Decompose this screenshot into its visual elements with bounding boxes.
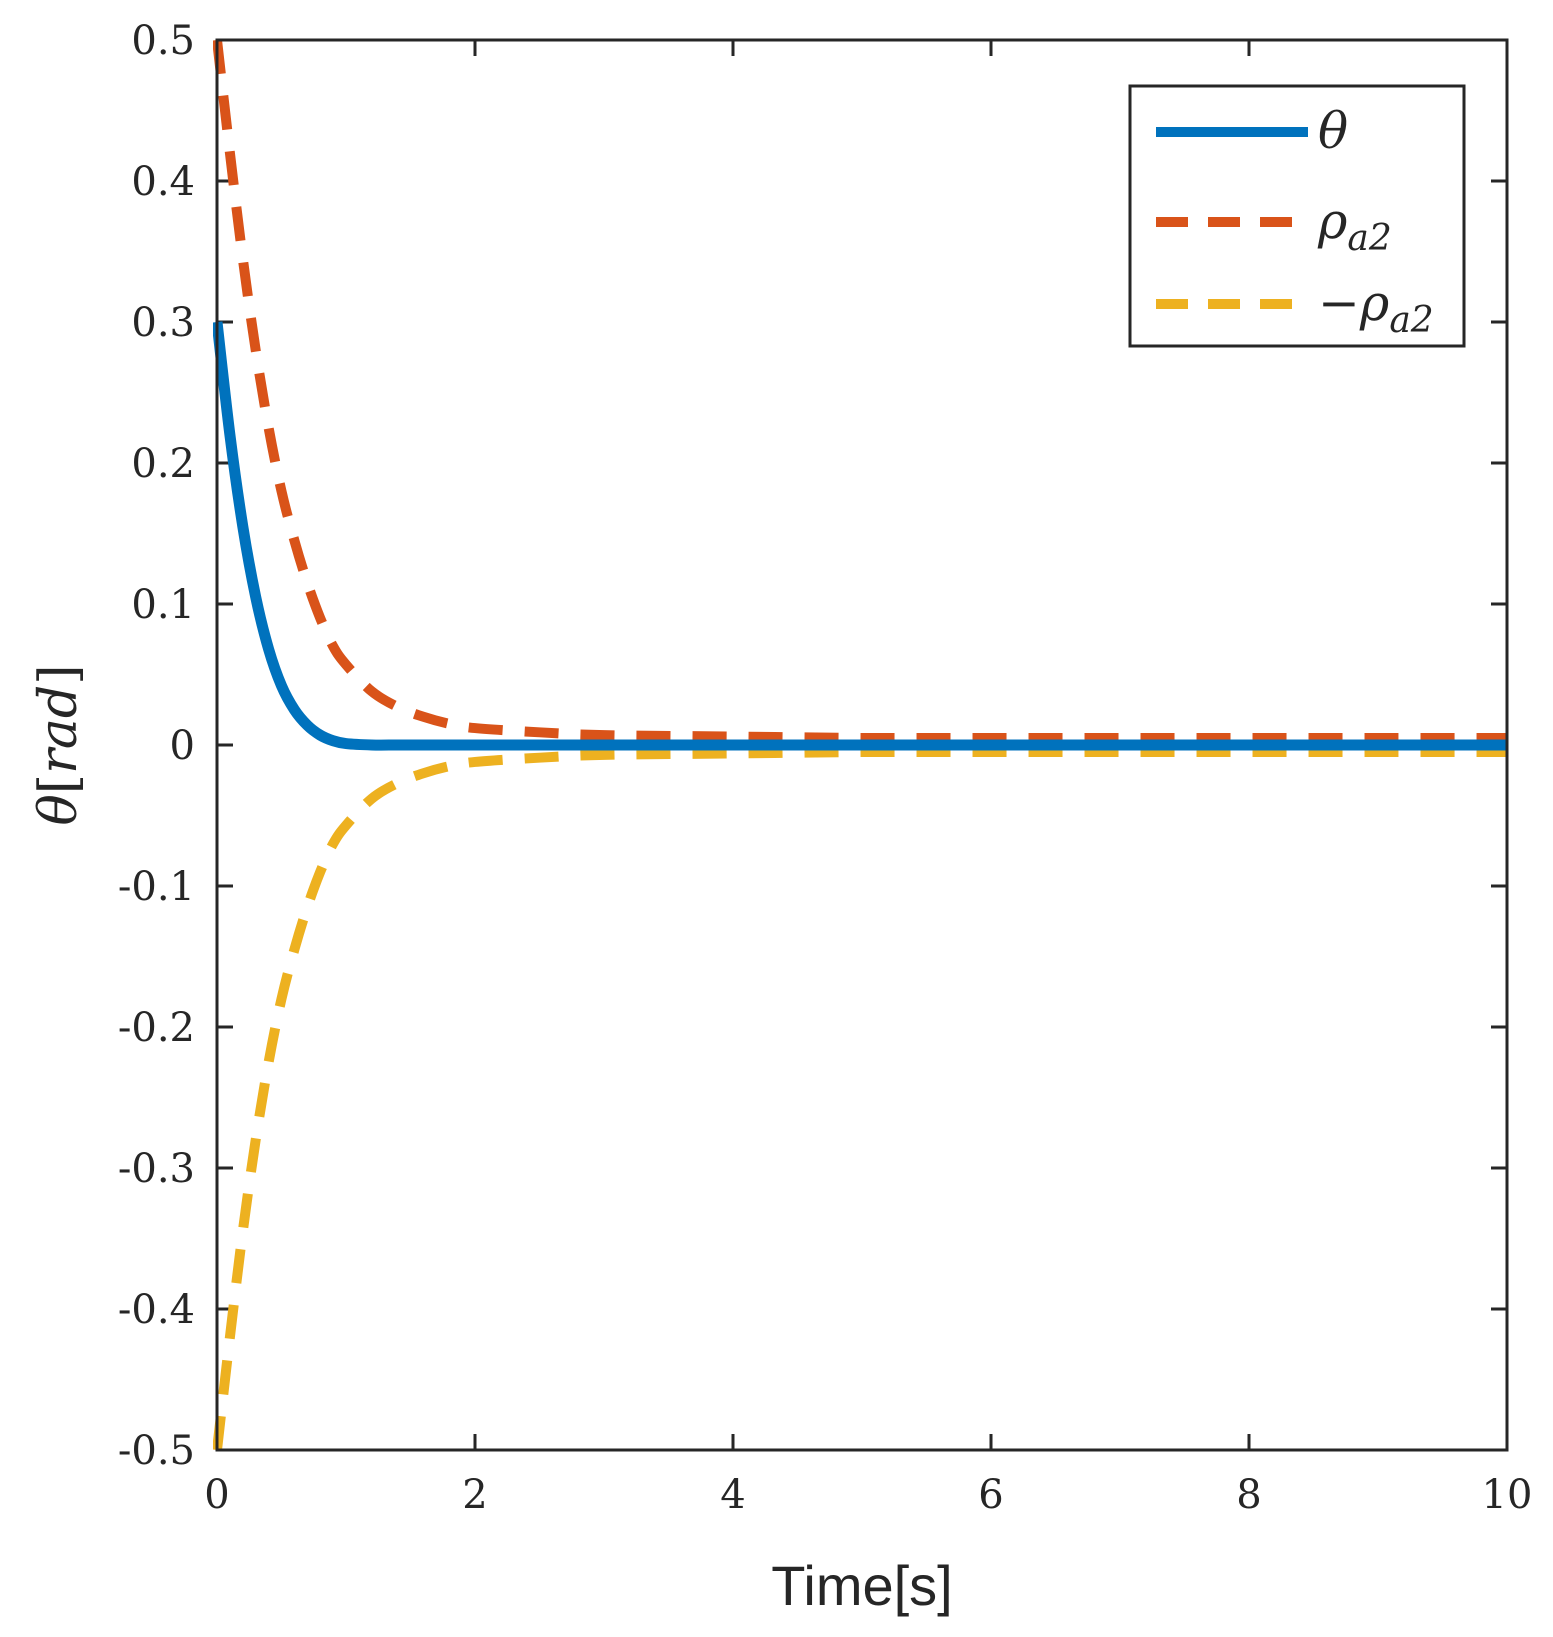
y-axis-open-bracket: [ (29, 774, 89, 794)
x-tick-label: 4 (720, 1472, 745, 1518)
legend-symbol: ρ (1317, 192, 1348, 250)
legend-symbol: θ (1318, 102, 1348, 160)
x-tick-label: 8 (1236, 1472, 1261, 1518)
legend-label: −ρa2 (1318, 274, 1434, 341)
legend-subscript: a2 (1347, 218, 1391, 259)
legend-prefix: − (1318, 274, 1360, 332)
y-axis-unit: rad (29, 685, 89, 774)
x-axis-title: Time[s] (771, 1554, 952, 1617)
legend-subscript: a2 (1389, 300, 1433, 341)
x-tick-label: 10 (1482, 1472, 1533, 1518)
y-axis-title: θ[rad] (29, 664, 89, 825)
y-tick-label: -0.1 (118, 864, 195, 910)
y-axis-close-bracket: ] (29, 664, 89, 684)
y-tick-label: 0.4 (131, 159, 195, 205)
y-tick-label: 0.5 (131, 18, 195, 64)
series-layer (213, 40, 1507, 1450)
y-tick-label: 0 (170, 723, 195, 769)
legend-symbol: ρ (1359, 274, 1390, 332)
tick-labels: 0 2 4 6 8 10 0.5 0.4 0.3 0.2 0.1 0 -0.1 -0.2 -0.3 -0.4 -… (118, 18, 1533, 1518)
series-line-neg-rho-a2 (213, 746, 1507, 1450)
x-tick-label: 0 (204, 1472, 229, 1518)
x-tick-label: 6 (978, 1472, 1003, 1518)
y-tick-label: -0.2 (118, 1005, 195, 1051)
x-tick-label: 2 (462, 1472, 487, 1518)
series-line-rho-a2 (213, 40, 1507, 744)
y-axis-symbol: θ (29, 794, 89, 825)
y-tick-label: -0.5 (118, 1428, 195, 1474)
y-tick-label: -0.3 (118, 1146, 195, 1192)
legend-label: ρa2 (1317, 192, 1392, 259)
y-tick-label: 0.2 (131, 441, 195, 487)
y-tick-label: 0.3 (131, 300, 195, 346)
legend-label: θ (1318, 102, 1348, 160)
y-tick-label: 0.1 (131, 582, 195, 628)
series-line-theta (213, 321, 1507, 751)
y-tick-label: -0.4 (118, 1287, 195, 1333)
plot-frame (215, 38, 1509, 1452)
svg-text:θ[rad]: θ[rad] (29, 664, 89, 825)
